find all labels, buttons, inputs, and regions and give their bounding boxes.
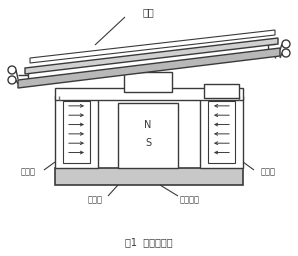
- Text: S: S: [145, 138, 151, 148]
- Text: 衔铁: 衔铁: [142, 7, 154, 17]
- Polygon shape: [18, 48, 280, 88]
- Circle shape: [8, 76, 16, 84]
- Bar: [204, 84, 239, 98]
- Text: 图1  原理示意图: 图1 原理示意图: [125, 237, 173, 247]
- Text: N: N: [144, 120, 152, 130]
- Circle shape: [282, 40, 290, 48]
- Text: 右边柱: 右边柱: [260, 167, 275, 176]
- Bar: [124, 72, 172, 92]
- Polygon shape: [25, 38, 278, 74]
- Bar: [55, 96, 98, 168]
- Text: 磁轭板: 磁轭板: [88, 196, 103, 205]
- Circle shape: [8, 66, 16, 74]
- Text: 永久磁铁: 永久磁铁: [180, 196, 200, 205]
- Bar: [118, 103, 178, 168]
- Circle shape: [282, 49, 290, 57]
- Bar: [55, 168, 243, 185]
- Polygon shape: [30, 30, 275, 63]
- Bar: [55, 88, 243, 100]
- Bar: [208, 101, 235, 163]
- Text: 左边柱: 左边柱: [21, 167, 35, 176]
- Bar: [200, 96, 243, 168]
- Bar: [63, 101, 90, 163]
